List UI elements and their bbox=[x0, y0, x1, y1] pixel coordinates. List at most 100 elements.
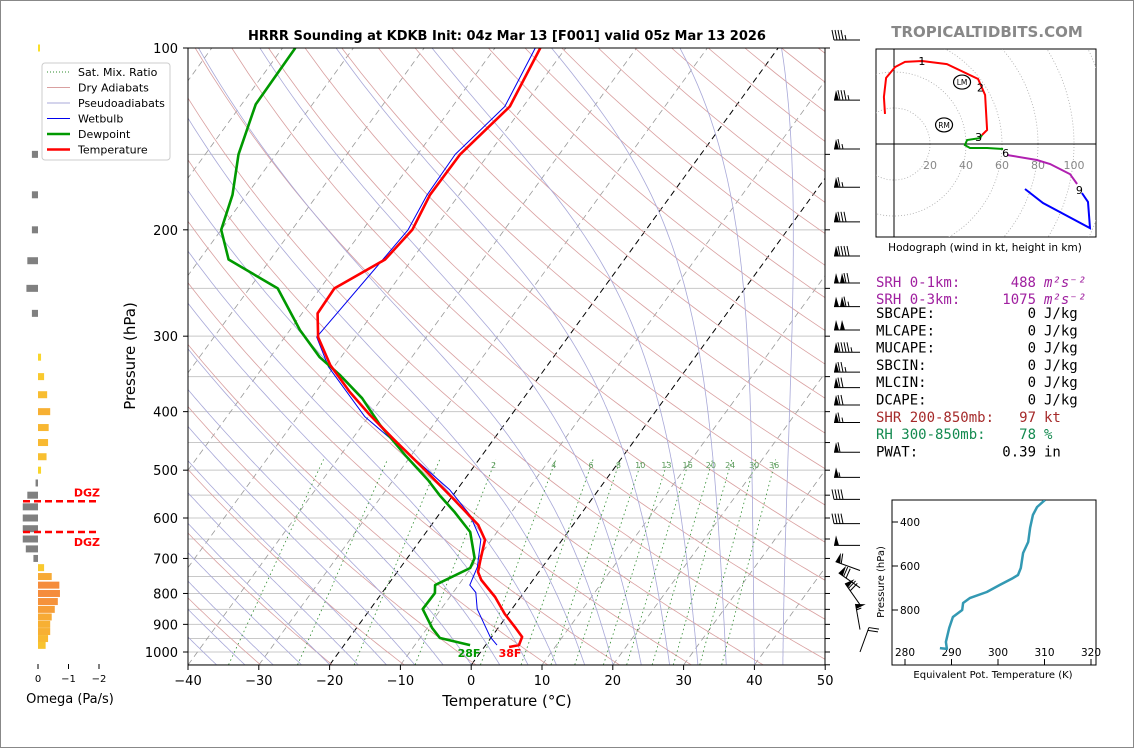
barb-half bbox=[841, 417, 844, 423]
stat-value: 1075 bbox=[1002, 292, 1036, 308]
wind-barb bbox=[838, 565, 861, 589]
barb-full bbox=[843, 342, 847, 353]
hodograph-ring-label: 100 bbox=[1064, 159, 1085, 172]
pseudoadiabat bbox=[188, 302, 501, 665]
barb-full bbox=[840, 342, 844, 353]
dry-adiabat bbox=[304, 48, 825, 506]
pseudoadiabat bbox=[188, 388, 444, 665]
stat-value: 0 bbox=[1028, 375, 1036, 391]
barb-full bbox=[846, 245, 850, 257]
mixing-ratio-line bbox=[480, 459, 557, 665]
omega-bar-ascent bbox=[38, 573, 52, 581]
theta-e-x-label: 320 bbox=[1081, 647, 1101, 659]
stat-label: SRH 0-1km: bbox=[876, 275, 960, 291]
omega-xlabel: Omega (Pa/s) bbox=[26, 692, 114, 707]
wind-barb bbox=[834, 342, 860, 353]
barb-full bbox=[837, 29, 841, 41]
theta-e-x-label: 300 bbox=[988, 647, 1008, 659]
dry-adiabat bbox=[268, 48, 825, 543]
theta-e-plot bbox=[939, 500, 1046, 651]
barb-full bbox=[837, 489, 841, 500]
dry-adiabat bbox=[188, 343, 548, 665]
omega-panel: DGZ DGZ 0 −1 −2 bbox=[22, 44, 106, 685]
wetbulb-trace bbox=[316, 48, 536, 646]
wind-barbs bbox=[831, 29, 880, 653]
omega-bar-descent bbox=[25, 545, 38, 553]
right-mover-marker-label: RM bbox=[938, 121, 950, 130]
mixing-ratio-line bbox=[520, 459, 594, 665]
mixing-ratio-line bbox=[626, 459, 690, 665]
barb-half bbox=[856, 607, 862, 611]
wind-barb bbox=[834, 296, 860, 308]
barb-flag bbox=[845, 579, 855, 588]
pseudoadiabat bbox=[198, 48, 614, 665]
brand-watermark: TROPICALTIDBITS.COM bbox=[891, 23, 1083, 41]
barb-flag bbox=[834, 90, 839, 101]
dry-adiabat bbox=[188, 282, 620, 665]
theta-e-trace bbox=[939, 500, 1046, 651]
pressure-label: 1000 bbox=[145, 646, 178, 661]
omega-bar-ascent bbox=[38, 628, 51, 636]
pressure-label: 400 bbox=[153, 406, 178, 421]
hodograph-ring-label: 20 bbox=[923, 159, 937, 172]
barb-half bbox=[847, 95, 850, 101]
barb-half bbox=[841, 182, 844, 188]
barb-half bbox=[844, 366, 847, 373]
mixing-ratio-label: 13 bbox=[661, 461, 671, 470]
wind-barb bbox=[834, 467, 860, 478]
mixing-ratio-label: 10 bbox=[635, 461, 645, 470]
mixing-ratio-label: 30 bbox=[749, 461, 759, 470]
isotherm-highlight bbox=[470, 177, 825, 665]
stat-unit: in bbox=[1044, 444, 1061, 460]
dry-adiabat bbox=[188, 220, 692, 665]
theta-e-x-label: 280 bbox=[895, 647, 915, 659]
pressure-label: 900 bbox=[153, 618, 178, 633]
legend-label: Wetbulb bbox=[78, 113, 123, 126]
stat-unit: J/kg bbox=[1044, 341, 1078, 357]
legend-label: Sat. Mix. Ratio bbox=[78, 66, 158, 79]
skew-t-background-lines: 2 4 6 8 10 13 16 20 24 30 36 bbox=[188, 48, 825, 665]
wind-barb bbox=[834, 320, 860, 331]
stats-panel: SRH 0-1km: 488 m²s⁻² SRH 0-3km: 1075 m²s⁻² SBC… bbox=[876, 275, 1086, 460]
omega-bar-ascent bbox=[38, 439, 49, 447]
skew-t-traces bbox=[219, 48, 542, 649]
wind-barb bbox=[834, 90, 860, 101]
barb-full bbox=[837, 90, 841, 101]
stat-label: PWAT: bbox=[876, 444, 918, 460]
mixing-ratio-line bbox=[550, 459, 621, 665]
barb-full bbox=[840, 513, 844, 524]
barb-full bbox=[837, 377, 841, 388]
omega-bar-ascent bbox=[38, 620, 51, 628]
stat-value: 488 bbox=[1011, 275, 1036, 291]
stat-label: SHR 200-850mb: bbox=[876, 410, 994, 426]
barb-flag bbox=[840, 296, 845, 307]
surface-temperature-label: 38F bbox=[499, 647, 522, 660]
dry-adiabat bbox=[194, 48, 825, 620]
wind-barb bbox=[834, 211, 860, 223]
wind-barb bbox=[854, 603, 866, 630]
theta-e-ylabel: Pressure (hPa) bbox=[876, 546, 887, 618]
wind-barb bbox=[834, 177, 860, 188]
mixing-ratio-line bbox=[297, 459, 388, 665]
pressure-label: 500 bbox=[153, 464, 178, 479]
surface-dewpoint-label: 28F bbox=[458, 647, 481, 660]
omega-bar-descent bbox=[31, 226, 38, 234]
barb-flag bbox=[834, 442, 839, 453]
stat-label: SBCAPE: bbox=[876, 306, 935, 322]
mixing-ratio-line bbox=[574, 459, 643, 665]
omega-bar-ascent bbox=[38, 598, 58, 606]
barb-half bbox=[838, 472, 841, 478]
pseudoadiabat bbox=[188, 460, 387, 665]
stat-label: MLCAPE: bbox=[876, 323, 935, 339]
stat-unit: % bbox=[1044, 427, 1053, 443]
skew-t-plot-area bbox=[187, 47, 826, 666]
wind-barb bbox=[835, 552, 861, 571]
wind-barb bbox=[831, 29, 860, 41]
barb-full bbox=[840, 553, 844, 564]
barb-full bbox=[837, 513, 841, 524]
mixing-ratio-line bbox=[228, 459, 324, 665]
barb-full bbox=[837, 342, 841, 353]
omega-bar-descent bbox=[33, 554, 38, 562]
wind-barb bbox=[834, 377, 860, 389]
